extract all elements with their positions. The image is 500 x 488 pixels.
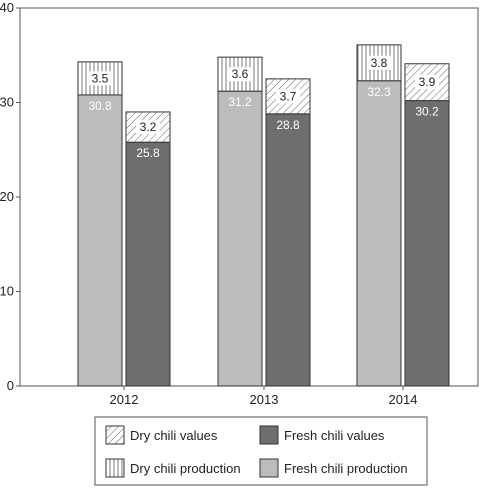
legend: Dry chili values Fresh chili values Dry ch… [94,416,428,486]
x-tick-label: 2013 [250,392,279,407]
value-label-background [228,67,252,82]
value-label: 3.9 [419,75,436,89]
legend-swatch [105,425,125,445]
value-label: 3.2 [140,120,157,134]
bar-segment [356,80,402,387]
x-axis: 2012 2013 2014 [110,386,418,407]
value-label-background [415,75,439,90]
legend-label: Dry chili production [130,461,241,476]
legend-swatch [259,458,279,478]
y-tick-label: 10 [0,284,14,299]
y-axis: 0 10 20 30 40 [0,0,20,393]
y-tick-label: 20 [0,189,14,204]
value-label: 28.8 [276,118,300,132]
x-tick-label: 2012 [110,392,139,407]
bar-segment [77,61,123,96]
value-label: 32.3 [367,85,391,99]
bar-segment [217,90,263,387]
value-label: 3.7 [280,89,297,103]
value-label-background [88,71,112,86]
legend-swatch [105,458,125,478]
legend-swatch [259,425,279,445]
y-tick-label: 30 [0,95,14,110]
value-label: 3.6 [232,67,249,81]
value-label: 3.5 [92,71,109,85]
legend-label: Dry chili values [130,428,218,443]
value-label: 31.2 [228,95,252,109]
value-label-background [367,55,391,70]
y-tick-label: 40 [0,0,14,15]
value-label: 3.8 [371,56,388,70]
bar-segment [265,113,311,387]
bars: 30.8 3.5 25.8 3.2 31.2 3.6 28.8 3.7 32.3 3.8 30.2 3… [77,44,450,387]
legend-label: Fresh chili production [284,461,408,476]
value-label-background [136,120,160,135]
x-tick-label: 2014 [389,392,418,407]
y-tick-label: 0 [7,378,14,393]
value-label: 25.8 [136,146,160,160]
bar-segment [125,141,171,387]
value-label-background [276,89,300,104]
value-label: 30.2 [415,105,439,119]
bar-segment [77,94,123,387]
bar-segment [404,100,450,387]
value-label: 30.8 [88,99,112,113]
legend-label: Fresh chili values [284,428,385,443]
